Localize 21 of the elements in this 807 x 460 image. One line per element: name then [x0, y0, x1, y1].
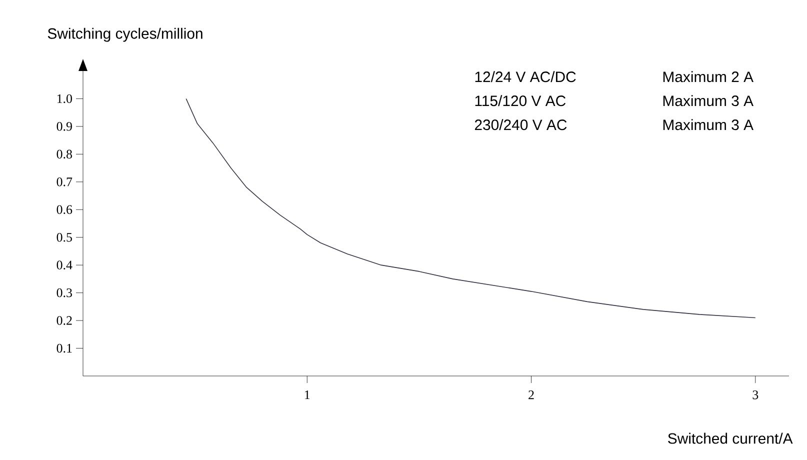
x-tick-label: 3 [752, 390, 758, 400]
y-tick-label: 0.7 [56, 178, 72, 186]
y-tick-label: 0.1 [56, 344, 72, 353]
annotation: 12/24 V AC/DC [475, 71, 576, 82]
y-tick-label: 0.8 [56, 150, 72, 159]
x-tick-label: 2 [528, 390, 534, 400]
y-tick-label: 1.0 [57, 94, 72, 104]
annotation: Maximum 2 A [663, 71, 754, 82]
y-tick-label: 0.5 [56, 232, 72, 242]
annotation: 115/120 V AC [475, 95, 566, 106]
x-axis-title: Switched current/A [668, 432, 793, 444]
y-tick-label: 0.6 [56, 205, 72, 214]
y-tick-label: 0.9 [56, 122, 72, 131]
y-axis-title: Switching cycles/million [48, 28, 202, 42]
annotation: 230/240 V AC [474, 119, 567, 130]
y-tick-label: 0.2 [56, 316, 72, 325]
annotation: Maximum 3 A [663, 119, 754, 130]
x-tick-label: 1 [305, 390, 310, 400]
y-tick-label: 0.4 [56, 260, 72, 270]
y-tick-label: 0.3 [56, 288, 72, 298]
annotation: Maximum 3 A [663, 95, 754, 106]
